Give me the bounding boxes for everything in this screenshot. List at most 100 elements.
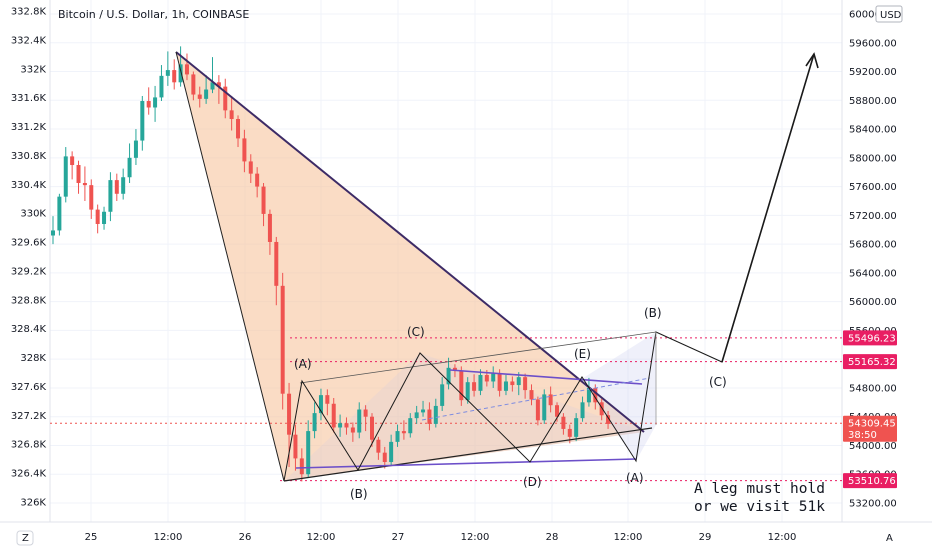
candle-71	[503, 374, 508, 396]
candle-49	[363, 405, 368, 432]
candle-6	[89, 179, 94, 219]
price-levels	[50, 337, 842, 482]
currency-badge[interactable]	[875, 5, 903, 23]
candle-36	[280, 272, 285, 410]
price-tag-label-2: 54309.45	[848, 419, 896, 430]
candle-53	[389, 434, 394, 466]
candle-59	[427, 402, 432, 431]
candle-75	[529, 384, 534, 406]
contracting-dashed-line	[421, 377, 651, 421]
candle-38	[293, 424, 298, 471]
candle-58	[421, 400, 426, 417]
left-tick-8: 329.6K	[11, 238, 47, 249]
candle-50	[370, 413, 374, 447]
auto-scale-button[interactable]: A	[886, 533, 893, 544]
candles	[51, 46, 611, 482]
triangle-base	[283, 427, 653, 482]
candle-64	[459, 366, 464, 406]
time-tick-8: 29	[699, 532, 712, 543]
candle-5	[82, 166, 87, 201]
wave-label-c2: (C)	[709, 375, 727, 389]
candle-78	[548, 386, 553, 413]
candle-66	[472, 374, 477, 397]
right-tick-5: 58000.00	[849, 153, 897, 164]
time-tick-2: 26	[239, 532, 252, 543]
candle-87	[606, 410, 611, 429]
left-tick-6: 330.4K	[11, 180, 47, 191]
left-axis-ticks: 332.8K 332.4K 332K 331.6K 331.2K 330.8K 330.4K…	[11, 7, 47, 509]
candle-4	[76, 160, 81, 194]
candle-30	[242, 129, 247, 173]
wave-label-e1: (E)	[574, 347, 591, 361]
candle-72	[510, 376, 515, 392]
candle-31	[248, 154, 253, 183]
lower-purple-line	[295, 458, 637, 469]
expanding-triangle-fill	[176, 52, 644, 481]
candle-44	[331, 398, 336, 433]
candle-0	[51, 216, 55, 245]
price-tag-1: 55165.32	[843, 354, 897, 370]
candle-77	[542, 389, 547, 424]
candle-73	[516, 372, 521, 396]
left-tick-2: 332K	[20, 64, 46, 75]
candle-16	[153, 85, 158, 122]
candle-47	[350, 422, 355, 442]
candle-2	[63, 147, 68, 203]
candle-23	[197, 86, 202, 108]
time-tick-1: 12:00	[154, 532, 183, 543]
candle-83	[580, 396, 585, 422]
candle-69	[491, 366, 496, 388]
candle-84	[586, 377, 591, 407]
wave-count-path	[283, 53, 815, 482]
upper-purple-line	[449, 369, 643, 385]
time-tick-4: 27	[392, 532, 405, 543]
candle-55	[401, 420, 406, 440]
price-tag-label-1: 55165.32	[848, 357, 896, 368]
left-tick-13: 327.6K	[11, 382, 47, 393]
wave-label-d1: (D)	[523, 475, 542, 489]
candle-60	[433, 398, 438, 428]
time-axis-ticks: 25 12:00 26 12:00 27 12:00 28 12:00 29 12:00	[85, 532, 797, 543]
right-tick-13: 54800.00	[849, 383, 897, 394]
candle-41	[312, 402, 317, 439]
candle-13	[133, 129, 138, 166]
arrow-shaft	[721, 53, 815, 363]
right-tick-0: 60000.00	[849, 10, 897, 21]
right-tick-4: 58400.00	[849, 125, 897, 136]
wave-label-b1: (B)	[350, 487, 368, 501]
candle-22	[191, 71, 196, 101]
candle-61	[440, 377, 445, 411]
candle-19	[172, 59, 177, 90]
price-tag-label-0: 55496.23	[848, 333, 896, 344]
right-tick-2: 59200.00	[849, 67, 897, 78]
time-tick-7: 12:00	[614, 532, 643, 543]
wave-label-a1: (A)	[294, 357, 312, 371]
candle-46	[344, 417, 349, 435]
zoom-button-frame	[16, 530, 34, 546]
contracting-triangle-fill	[284, 353, 644, 481]
price-tag-0: 55496.23	[843, 330, 897, 346]
currency-badge-label: USD	[880, 10, 902, 21]
candle-80	[561, 413, 566, 435]
candle-54	[395, 424, 400, 447]
time-tick-0: 25	[85, 532, 98, 543]
triangle-left-edge	[175, 51, 285, 482]
candle-7	[95, 204, 100, 234]
time-tick-9: 12:00	[768, 532, 797, 543]
candle-29	[236, 115, 241, 148]
annotation-line-2: or we visit 51k	[694, 499, 825, 515]
right-tick-9: 56400.00	[849, 268, 897, 279]
time-tick-3: 12:00	[307, 532, 336, 543]
price-tag-label-3: 53510.76	[848, 476, 896, 487]
left-tick-5: 330.8K	[11, 151, 47, 162]
candle-3	[70, 151, 75, 180]
right-tick-10: 56000.00	[849, 297, 897, 308]
candle-45	[338, 414, 343, 437]
candle-17	[159, 65, 164, 102]
time-tick-6: 28	[546, 532, 559, 543]
candle-33	[261, 182, 266, 227]
candle-27	[223, 78, 228, 119]
wave-label-a2: (A)	[626, 471, 644, 485]
zoom-button[interactable]: Z	[22, 533, 29, 544]
left-tick-4: 331.2K	[11, 122, 47, 133]
